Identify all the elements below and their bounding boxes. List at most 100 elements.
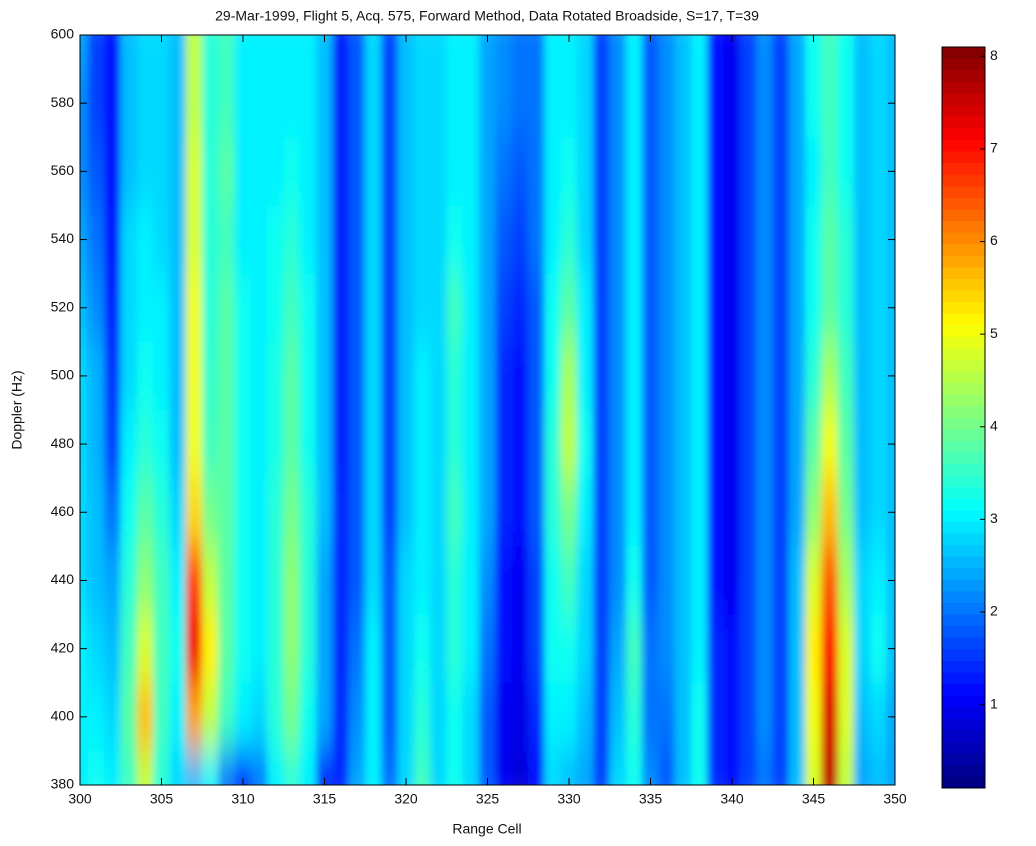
heatmap-cell xyxy=(185,341,203,411)
heatmap-cell xyxy=(690,205,708,274)
heatmap-cell xyxy=(462,35,480,70)
heatmap-cell xyxy=(837,136,855,206)
heatmap-cell xyxy=(430,477,448,547)
heatmap-cell xyxy=(625,35,643,70)
heatmap-cell xyxy=(544,68,562,138)
heatmap-cell xyxy=(658,546,676,615)
heatmap-cell xyxy=(690,546,708,615)
heatmap-cell xyxy=(316,68,333,138)
colorbar-swatch xyxy=(942,521,985,534)
heatmap-cell xyxy=(250,409,268,479)
heatmap-cell xyxy=(299,205,317,274)
heatmap-cell xyxy=(772,273,790,343)
heatmap-cell xyxy=(658,273,676,343)
heatmap-cell xyxy=(837,205,855,274)
heatmap-cell xyxy=(153,341,170,411)
heatmap-cell xyxy=(739,546,757,615)
heatmap-cell xyxy=(136,68,154,138)
heatmap-cell xyxy=(821,546,839,615)
heatmap-cell xyxy=(642,205,659,274)
heatmap-cell xyxy=(853,273,871,343)
heatmap-cell xyxy=(886,750,895,785)
heatmap-cell xyxy=(560,68,578,138)
colorbar-swatch xyxy=(942,185,985,198)
colorbar-swatch xyxy=(942,579,985,592)
heatmap-cell xyxy=(169,546,187,615)
heatmap-cell xyxy=(837,35,855,70)
heatmap-cell xyxy=(870,409,888,479)
heatmap-cell xyxy=(430,68,448,138)
heatmap-cell xyxy=(80,750,89,785)
heatmap-cell xyxy=(870,341,888,411)
heatmap-cell xyxy=(87,477,105,547)
heatmap-cell xyxy=(267,750,285,785)
heatmap-cell xyxy=(576,750,594,785)
x-tick-label: 310 xyxy=(231,791,255,807)
heatmap-cell xyxy=(381,273,399,343)
heatmap-cell xyxy=(527,205,545,274)
colorbar-swatch xyxy=(942,440,985,453)
heatmap-cell xyxy=(299,546,317,615)
heatmap-cell xyxy=(544,409,562,479)
heatmap-cell xyxy=(853,546,871,615)
heatmap-cell xyxy=(723,682,741,752)
colorbar-swatch xyxy=(942,347,985,360)
heatmap-cell xyxy=(348,205,366,274)
heatmap-cell xyxy=(120,614,138,684)
heatmap-cell xyxy=(201,35,219,70)
heatmap-cell xyxy=(120,205,138,274)
heatmap-cell xyxy=(544,546,562,615)
heatmap-cell xyxy=(104,136,122,206)
heatmap-cell xyxy=(364,273,382,343)
heatmap-cell xyxy=(772,682,790,752)
heatmap-cell xyxy=(544,614,562,684)
colorbar-swatch xyxy=(942,556,985,569)
colorbar-swatch xyxy=(942,231,985,245)
heatmap-cell xyxy=(283,341,301,411)
colorbar-swatch xyxy=(942,718,985,731)
heatmap-cell xyxy=(642,68,659,138)
heatmap-cell xyxy=(870,35,888,70)
heatmap-cell xyxy=(120,477,138,547)
heatmap-cell xyxy=(316,750,333,785)
heatmap-cell xyxy=(299,35,317,70)
heatmap-cell xyxy=(462,205,480,274)
heatmap-cell xyxy=(560,136,578,206)
heatmap-cell xyxy=(690,477,708,547)
heatmap-cell xyxy=(479,341,496,411)
heatmap-cell xyxy=(381,614,399,684)
heatmap-cell xyxy=(397,273,415,343)
heatmap-cell xyxy=(332,68,350,138)
heatmap-cell xyxy=(332,682,350,752)
heatmap-cell xyxy=(185,68,203,138)
heatmap-cell xyxy=(218,273,236,343)
colorbar-swatch xyxy=(942,417,985,430)
colorbar-swatch xyxy=(942,463,985,476)
heatmap-cell xyxy=(185,546,203,615)
heatmap-cell xyxy=(690,35,708,70)
heatmap-cell xyxy=(511,68,529,138)
heatmap-cell xyxy=(479,35,496,70)
heatmap-cell xyxy=(642,409,659,479)
heatmap-cell xyxy=(104,68,122,138)
heatmap-cell xyxy=(104,682,122,752)
heatmap-cell xyxy=(185,682,203,752)
heatmap-cell xyxy=(364,136,382,206)
heatmap-cell xyxy=(201,682,219,752)
heatmap-cell xyxy=(87,35,105,70)
heatmap-cell xyxy=(87,682,105,752)
heatmap-cell xyxy=(821,682,839,752)
colorbar-swatch xyxy=(942,695,985,708)
heatmap-cell xyxy=(283,205,301,274)
heatmap-cell xyxy=(593,136,611,206)
colorbar: 1 2 3 4 5 6 7 8 xyxy=(941,46,998,789)
heatmap-cell xyxy=(87,136,105,206)
heatmap-cell xyxy=(495,546,513,615)
heatmap-cell xyxy=(413,273,431,343)
colorbar-swatch xyxy=(942,764,985,777)
x-tick-label: 315 xyxy=(313,791,337,807)
heatmap-cell xyxy=(430,409,448,479)
heatmap-cell xyxy=(104,273,122,343)
